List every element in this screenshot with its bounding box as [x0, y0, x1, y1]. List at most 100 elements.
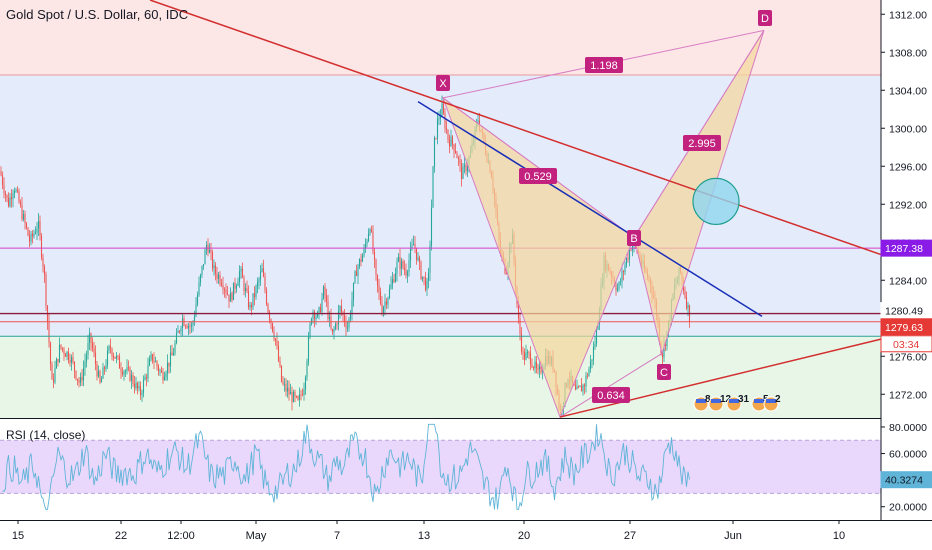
time-tick-label: 27 [624, 530, 636, 542]
candle [357, 263, 359, 285]
candle-body [142, 379, 145, 393]
candle [384, 293, 386, 316]
candle [303, 382, 305, 401]
candle-body [316, 312, 319, 317]
candle [247, 285, 250, 310]
candle-body [4, 193, 7, 196]
candle [403, 260, 406, 276]
candle-body [288, 387, 290, 395]
pattern-point-b-bg [627, 230, 641, 246]
price-tick-label: 1300.00 [889, 123, 927, 135]
candle-body [385, 301, 388, 305]
candle [114, 356, 116, 360]
candle-body [318, 307, 320, 313]
candle-body [505, 273, 508, 275]
candle [64, 352, 67, 357]
event-count: 31 [738, 394, 750, 405]
candle-body [324, 286, 326, 296]
candle [381, 296, 383, 316]
candle-body [526, 352, 529, 354]
candle-body [12, 193, 14, 200]
candle [112, 352, 115, 362]
candle [522, 346, 524, 360]
trendline-blue-trend [417, 101, 763, 317]
candle-body [196, 295, 199, 305]
candle [396, 257, 398, 282]
candle-body [97, 371, 100, 377]
time-tick-label: 10 [833, 530, 845, 542]
candle-body [589, 361, 592, 370]
pattern-point-b: B [627, 230, 641, 246]
candle [385, 297, 388, 310]
candle-body [111, 348, 113, 357]
candle-body [451, 136, 454, 145]
candle-body [354, 271, 356, 283]
candle [3, 177, 5, 199]
candle-body [433, 137, 436, 167]
candle [277, 340, 280, 363]
candle [579, 385, 581, 388]
candle-body [193, 316, 196, 323]
candle-body [615, 285, 617, 291]
candle [186, 323, 188, 330]
candle-body [105, 365, 107, 370]
candle [217, 271, 220, 285]
candle-body [87, 342, 89, 355]
upper-zone [0, 0, 881, 76]
candle [439, 109, 442, 125]
rsi-value-tag: 40.3274 [880, 471, 932, 489]
candle-body [361, 255, 364, 262]
candle [106, 345, 109, 369]
candle-body [277, 346, 280, 361]
candle-body [70, 357, 73, 363]
candle-body [424, 277, 427, 290]
candle [588, 366, 590, 377]
candle [18, 188, 20, 204]
candle-body [79, 376, 82, 383]
candle [213, 259, 215, 276]
candle [0, 166, 2, 177]
candle-body [276, 340, 278, 347]
candle [244, 283, 247, 298]
candle-body [297, 396, 299, 400]
candle-body [531, 363, 533, 368]
candle-body [27, 227, 29, 236]
candle [664, 342, 667, 352]
candle-body [580, 385, 583, 392]
candle [97, 365, 100, 378]
candle [240, 265, 242, 279]
candle [270, 318, 272, 329]
candle-body [91, 342, 94, 349]
candle [45, 271, 47, 311]
candle [36, 222, 38, 241]
candle-body [477, 120, 479, 123]
candle [252, 293, 254, 311]
candle-body [595, 329, 598, 344]
time-tick-label: 22 [115, 530, 127, 542]
candle [379, 287, 382, 306]
candle [82, 360, 85, 387]
candle [615, 280, 617, 296]
countdown-text: 03:34 [893, 339, 919, 351]
candle-body [306, 361, 308, 378]
candle-body [262, 268, 265, 277]
time-tick-label: 12:00 [167, 530, 195, 542]
candle [126, 359, 128, 375]
candle-body [96, 364, 98, 377]
candle [421, 276, 424, 282]
candle-body [340, 306, 343, 313]
candle [447, 129, 449, 144]
candle [127, 360, 130, 372]
candle-body [394, 273, 397, 282]
candle-body [625, 258, 628, 265]
time-tick-label: Jun [724, 530, 742, 542]
candle [327, 294, 329, 322]
candle [420, 260, 422, 281]
candle-body [187, 325, 190, 329]
candle-body [250, 304, 253, 308]
candle-body [241, 268, 244, 279]
candle [519, 312, 521, 341]
candle [312, 309, 314, 324]
candle-body [150, 354, 152, 360]
